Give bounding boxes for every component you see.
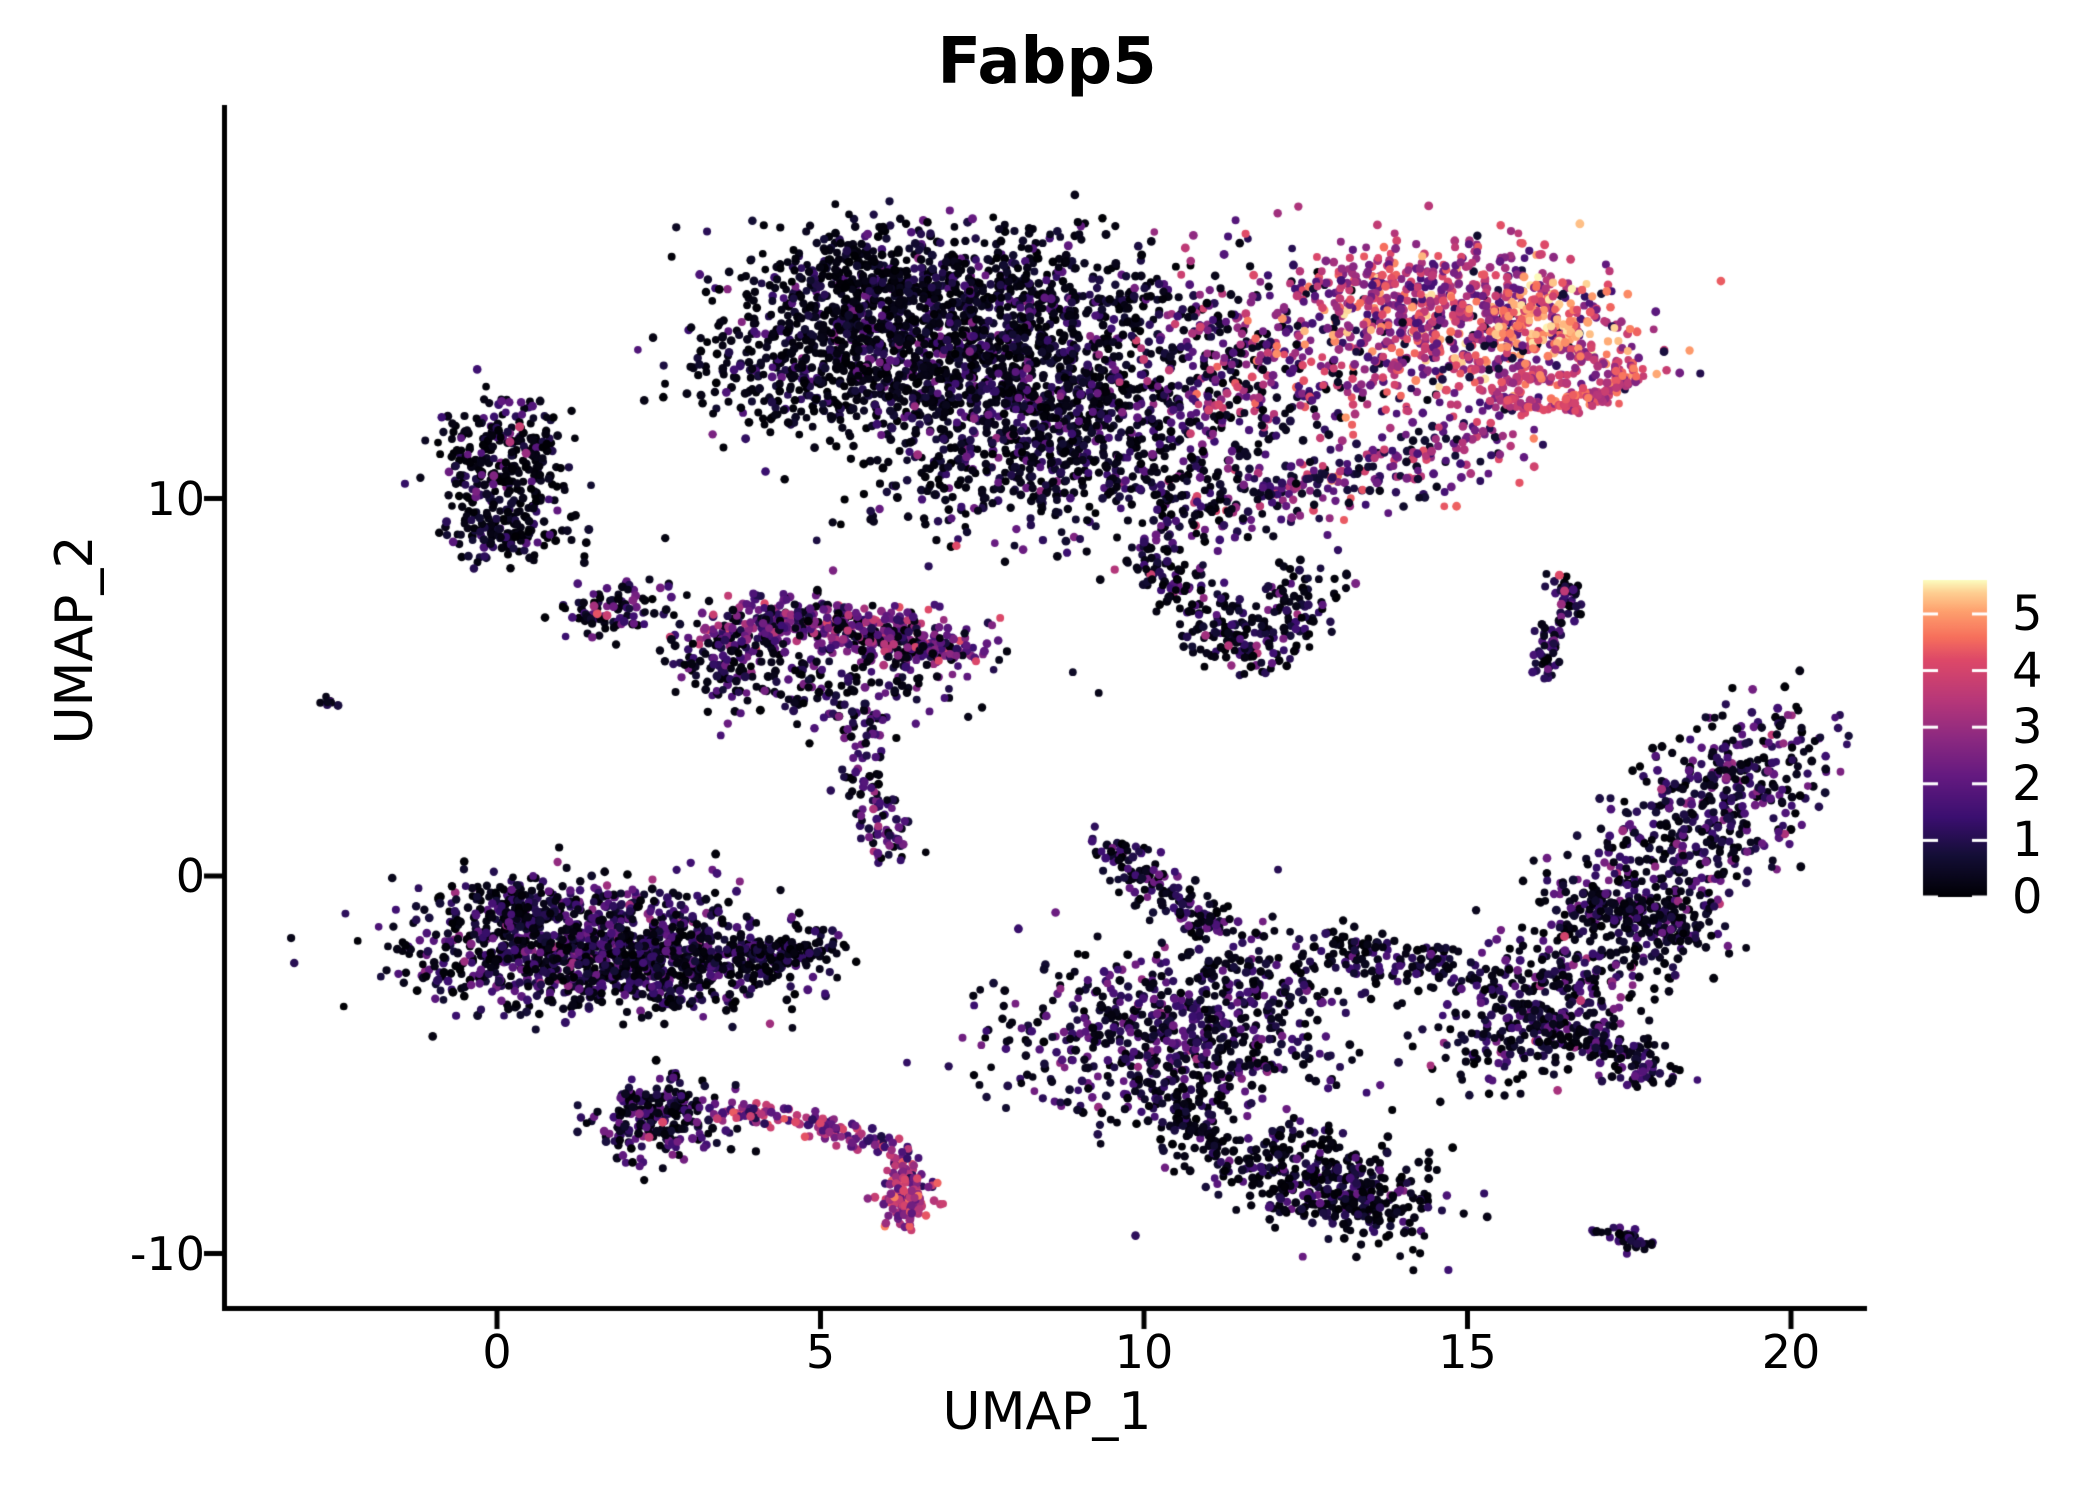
y-axis-label: UMAP_2 xyxy=(45,535,105,745)
x-axis-label: UMAP_1 xyxy=(942,1382,1152,1442)
colorbar-tick-label: 3 xyxy=(2012,699,2043,756)
colorbar-tick-label: 2 xyxy=(2012,755,2043,812)
x-tick-label: 10 xyxy=(1114,1325,1174,1379)
colorbar-tick-label: 4 xyxy=(2012,642,2043,699)
y-tick-label: 0 xyxy=(175,849,205,903)
x-tick-label: 0 xyxy=(482,1325,512,1379)
colorbar-tick-label: 1 xyxy=(2012,812,2043,869)
y-tick-label: -10 xyxy=(129,1226,205,1281)
x-tick-label: 15 xyxy=(1438,1325,1497,1379)
colorbar-tick-label: 5 xyxy=(2012,585,2043,642)
x-tick-label: 20 xyxy=(1761,1325,1821,1379)
chart-title: Fabp5 xyxy=(937,25,1157,99)
x-tick-label: 5 xyxy=(805,1325,836,1379)
y-tick-label: 10 xyxy=(146,471,205,526)
colorbar-tick-label: 0 xyxy=(2012,869,2043,925)
